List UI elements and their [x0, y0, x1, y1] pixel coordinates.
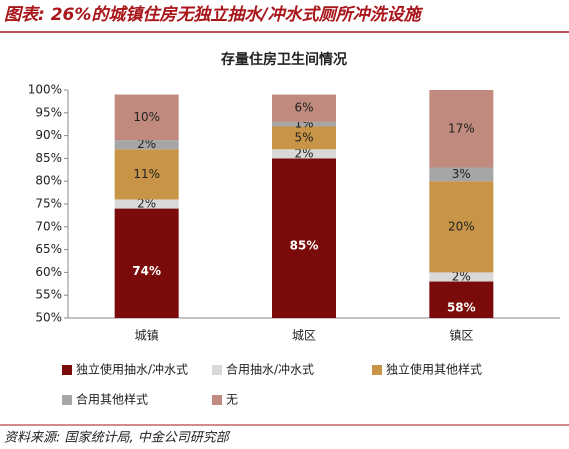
legend-label: 无	[226, 393, 238, 407]
bar-segment	[429, 167, 494, 182]
page-title: 图表: 26%的城镇住房无独立抽水/冲水式厕所冲洗设施	[4, 5, 424, 25]
bar-segment	[272, 126, 336, 150]
bar-segment	[114, 140, 179, 150]
y-tick-label: 70%	[35, 219, 62, 233]
value-label: 2%	[452, 269, 471, 283]
value-label: 74%	[132, 264, 161, 278]
value-label: 5%	[294, 130, 313, 144]
source: 资料来源: 国家统计局, 中金公司研究部	[4, 430, 231, 446]
y-tick-label: 85%	[35, 151, 62, 165]
chart-title: 存量住房卫生间情况	[221, 51, 347, 68]
value-label: 11%	[133, 167, 160, 181]
x-tick-label: 城镇	[135, 329, 159, 343]
bar-segment	[272, 94, 336, 122]
bar-segment	[429, 90, 494, 168]
bar-segment	[429, 272, 494, 282]
legend-swatch	[212, 365, 222, 375]
value-label: 6%	[294, 101, 313, 115]
bar-segment	[272, 121, 336, 127]
legend-swatch	[62, 365, 72, 375]
value-label: 3%	[452, 167, 471, 181]
value-label: 20%	[448, 219, 475, 233]
y-tick-label: 60%	[35, 265, 62, 279]
legend-swatch	[372, 365, 382, 375]
value-label: 10%	[133, 110, 160, 124]
legend-label: 合用抽水/冲水式	[226, 362, 314, 377]
value-label: 2%	[137, 137, 156, 151]
y-tick-label: 95%	[35, 105, 62, 119]
bar-segment	[272, 149, 336, 159]
bar-segment	[114, 208, 179, 318]
y-tick-label: 90%	[35, 128, 62, 142]
legend-swatch	[62, 395, 72, 405]
bar-segment	[114, 149, 179, 200]
value-label: 2%	[137, 197, 156, 211]
legend-swatch	[212, 395, 222, 405]
bar-segment	[429, 181, 494, 273]
bar-segment	[272, 158, 336, 318]
value-label: 17%	[448, 121, 475, 135]
bar-segment	[114, 94, 179, 141]
legend-label: 独立使用抽水/冲水式	[76, 362, 188, 377]
legend-label: 合用其他样式	[76, 392, 148, 407]
y-tick-label: 75%	[35, 197, 62, 211]
y-tick-label: 80%	[35, 174, 62, 188]
y-tick-label: 50%	[35, 311, 62, 325]
value-label: 85%	[290, 239, 319, 253]
y-tick-label: 55%	[35, 288, 62, 302]
x-tick-label: 城区	[292, 329, 316, 343]
value-label: 58%	[447, 300, 476, 314]
y-tick-label: 100%	[28, 83, 62, 97]
bar-segment	[114, 199, 179, 209]
y-tick-label: 65%	[35, 242, 62, 256]
value-label: 2%	[294, 146, 313, 160]
bar-segment	[429, 281, 494, 318]
legend-label: 独立使用其他样式	[386, 362, 482, 377]
x-tick-label: 镇区	[449, 329, 473, 343]
